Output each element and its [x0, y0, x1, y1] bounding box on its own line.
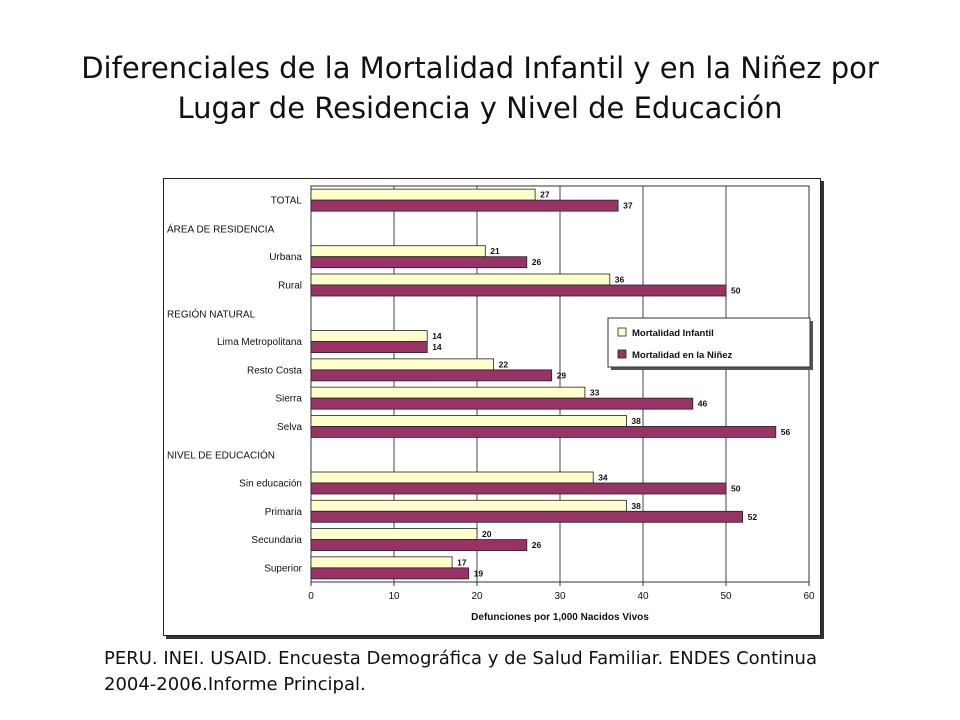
source-line-2: 2004-2006.Informe Principal.	[104, 674, 366, 695]
legend-swatch-mortalidad-en-la-ninez	[617, 349, 627, 359]
bar-resto-costa-mortalidad-infantil	[310, 358, 495, 371]
bar-sin-educacion-mortalidad-en-la-ninez	[310, 482, 727, 495]
bar-secundaria-mortalidad-en-la-ninez	[310, 539, 528, 551]
data-label-lima-metropolitana-mortalidad-infantil: 14	[432, 331, 442, 341]
data-label-total-mortalidad-en-la-ninez: 37	[623, 201, 633, 211]
category-label-superior: Superior	[264, 563, 302, 574]
data-label-superior-mortalidad-infantil: 17	[457, 557, 467, 567]
data-label-urbana-mortalidad-infantil: 21	[490, 246, 500, 256]
category-label-total: TOTAL	[271, 196, 303, 207]
data-label-sin-educacion-mortalidad-infantil: 34	[598, 473, 608, 483]
heading-label-area-de-residencia: ÁREA DE RESIDENCIA	[167, 222, 275, 235]
data-label-urbana-mortalidad-en-la-ninez: 26	[532, 257, 542, 267]
source-citation: PERU. INEI. USAID. Encuesta Demográfica …	[104, 646, 924, 698]
x-tick-label-60: 60	[803, 591, 815, 602]
bar-chart: TOTAL 27 37 ÁREA DE RESIDENCIA Urbana 21 26 Rur…	[167, 185, 815, 623]
x-tick-label-30: 30	[554, 591, 566, 602]
bar-superior-mortalidad-infantil	[310, 556, 453, 569]
heading-label-region-natural: REGIÓN NATURAL	[167, 307, 256, 320]
legend-swatch-mortalidad-infantil	[617, 327, 627, 337]
category-label-primaria: Primaria	[265, 507, 303, 518]
chart-frame: TOTAL 27 37 ÁREA DE RESIDENCIA Urbana 21 26 Rur…	[163, 178, 821, 636]
data-label-primaria-mortalidad-infantil: 38	[631, 501, 641, 511]
data-label-secundaria-mortalidad-en-la-ninez: 26	[532, 540, 542, 550]
bar-secundaria-mortalidad-infantil	[310, 528, 478, 540]
bar-superior-mortalidad-en-la-ninez	[310, 567, 470, 580]
bar-urbana-mortalidad-infantil	[310, 245, 486, 258]
data-label-sin-educacion-mortalidad-en-la-ninez: 50	[731, 484, 741, 494]
category-label-selva: Selva	[277, 422, 302, 433]
category-label-secundaria: Secundaria	[251, 535, 302, 546]
slide-title-line-2: Lugar de Residencia y Nivel de Educación	[177, 91, 783, 125]
slide-title-line-1: Diferenciales de la Mortalidad Infantil …	[81, 51, 879, 85]
legend-label-mortalidad-en-la-ninez: Mortalidad en la Niñez	[632, 350, 733, 361]
bar-rural-mortalidad-en-la-ninez	[310, 284, 727, 297]
bar-rural-mortalidad-infantil	[310, 273, 611, 286]
data-label-rural-mortalidad-en-la-ninez: 50	[731, 286, 741, 296]
category-label-resto-costa: Resto Costa	[247, 365, 302, 376]
bar-lima-metropolitana-mortalidad-en-la-ninez	[310, 341, 428, 353]
x-tick-label-40: 40	[637, 591, 649, 602]
x-tick-label-0: 0	[308, 591, 314, 602]
data-label-superior-mortalidad-en-la-ninez: 19	[474, 568, 484, 578]
x-tick-label-10: 10	[388, 591, 400, 602]
heading-label-nivel-de-educacion: NIVEL DE EDUCACIÓN	[167, 449, 275, 462]
data-label-primaria-mortalidad-en-la-ninez: 52	[748, 512, 758, 522]
data-label-sierra-mortalidad-en-la-ninez: 46	[698, 399, 708, 409]
bar-urbana-mortalidad-en-la-ninez	[310, 256, 528, 269]
data-label-lima-metropolitana-mortalidad-en-la-ninez: 14	[432, 342, 442, 352]
data-label-selva-mortalidad-infantil: 38	[631, 416, 641, 426]
category-label-lima-metropolitana: Lima Metropolitana	[217, 337, 302, 348]
category-label-rural: Rural	[278, 281, 302, 292]
data-label-rural-mortalidad-infantil: 36	[615, 275, 625, 285]
data-label-secundaria-mortalidad-infantil: 20	[482, 529, 492, 539]
data-label-resto-costa-mortalidad-infantil: 22	[499, 359, 509, 369]
bar-primaria-mortalidad-infantil	[310, 499, 627, 512]
bar-total-mortalidad-infantil	[310, 188, 536, 201]
bar-lima-metropolitana-mortalidad-infantil	[310, 330, 428, 342]
data-label-total-mortalidad-infantil: 27	[540, 190, 550, 200]
category-label-sierra: Sierra	[275, 394, 302, 405]
slide-title: Diferenciales de la Mortalidad Infantil …	[40, 48, 920, 128]
data-label-selva-mortalidad-en-la-ninez: 56	[781, 427, 791, 437]
category-label-sin-educacion: Sin educación	[239, 479, 302, 490]
data-label-sierra-mortalidad-infantil: 33	[590, 388, 600, 398]
legend-label-mortalidad-infantil: Mortalidad Infantil	[632, 328, 714, 339]
x-tick-label-50: 50	[720, 591, 732, 602]
bar-sierra-mortalidad-infantil	[310, 386, 586, 399]
bar-total-mortalidad-en-la-ninez	[310, 199, 619, 212]
bar-sin-educacion-mortalidad-infantil	[310, 471, 594, 484]
source-line-1: PERU. INEI. USAID. Encuesta Demográfica …	[104, 648, 817, 669]
legend-box	[607, 317, 811, 368]
bar-sierra-mortalidad-en-la-ninez	[310, 397, 694, 410]
data-label-resto-costa-mortalidad-en-la-ninez: 29	[557, 370, 567, 380]
category-label-urbana: Urbana	[269, 252, 302, 263]
bar-selva-mortalidad-infantil	[310, 415, 627, 427]
bar-selva-mortalidad-en-la-ninez	[310, 426, 777, 438]
bar-primaria-mortalidad-en-la-ninez	[310, 510, 744, 523]
x-tick-label-20: 20	[471, 591, 483, 602]
x-axis-label: Defunciones por 1,000 Nacidos Vivos	[471, 612, 649, 623]
bar-resto-costa-mortalidad-en-la-ninez	[310, 369, 553, 382]
